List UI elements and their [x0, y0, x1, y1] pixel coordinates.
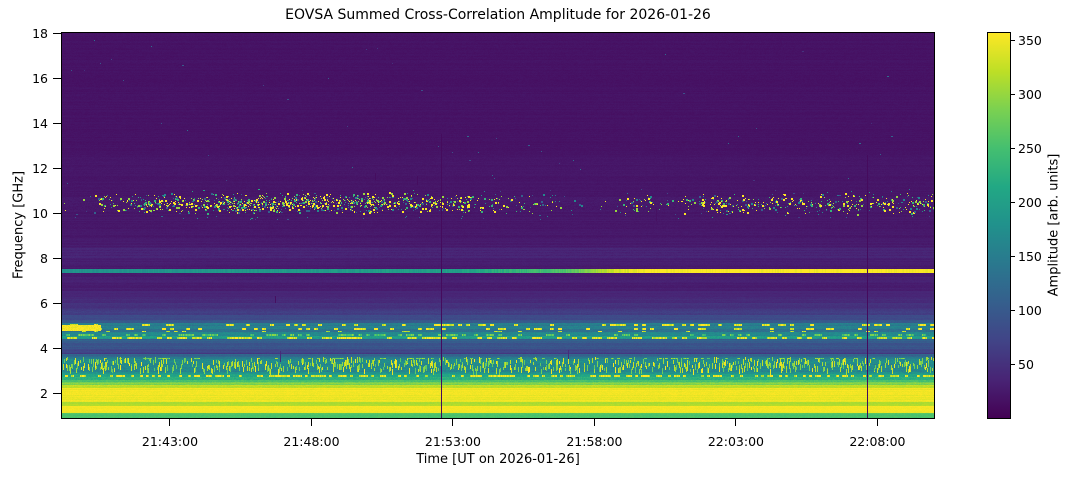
y-tick-mark	[53, 77, 62, 79]
spectrogram-canvas	[62, 33, 934, 418]
colorbar-gradient	[988, 33, 1010, 418]
y-tick-mark	[53, 392, 62, 394]
colorbar-tick-mark	[1010, 201, 1015, 203]
y-tick-mark	[53, 347, 62, 349]
colorbar-tick-mark	[1010, 309, 1015, 311]
y-tick-label: 8	[40, 250, 48, 266]
colorbar-tick-label: 100	[1018, 302, 1042, 318]
x-tick-label: 21:48:00	[283, 434, 340, 449]
colorbar-tick-label: 250	[1018, 140, 1042, 156]
y-tick-label: 14	[32, 115, 48, 131]
colorbar	[987, 32, 1011, 419]
y-tick-label: 12	[32, 160, 48, 176]
x-tick-mark	[169, 418, 171, 426]
y-tick-mark	[53, 167, 62, 169]
x-tick-label: 22:03:00	[707, 434, 764, 449]
colorbar-tick-mark	[1010, 147, 1015, 149]
y-tick-label: 6	[40, 295, 48, 311]
plot-frame	[61, 32, 935, 419]
y-tick-mark	[53, 302, 62, 304]
y-tick-mark	[53, 122, 62, 124]
colorbar-tick-label: 300	[1018, 86, 1042, 102]
y-tick-mark	[53, 212, 62, 214]
y-tick-mark	[53, 32, 62, 34]
y-tick-label: 2	[40, 385, 48, 401]
colorbar-label: Amplitude [arb. units]	[1046, 153, 1062, 297]
colorbar-tick-mark	[1010, 363, 1015, 365]
x-tick-label: 22:08:00	[849, 434, 906, 449]
x-tick-mark	[593, 418, 595, 426]
y-tick-label: 10	[32, 205, 48, 221]
x-tick-mark	[876, 418, 878, 426]
colorbar-tick-mark	[1010, 255, 1015, 257]
x-tick-label: 21:43:00	[141, 434, 199, 449]
colorbar-tick-mark	[1010, 93, 1015, 95]
y-tick-label: 16	[32, 70, 48, 86]
colorbar-tick-label: 50	[1018, 356, 1034, 372]
colorbar-tick-mark	[1010, 40, 1015, 42]
colorbar-tick-label: 200	[1018, 194, 1042, 210]
x-axis-label: Time [UT on 2026-01-26]	[416, 452, 580, 467]
y-tick-label: 4	[40, 340, 48, 356]
y-tick-mark	[53, 257, 62, 259]
x-tick-label: 21:58:00	[566, 434, 623, 449]
y-tick-label: 18	[32, 25, 48, 41]
colorbar-tick-label: 350	[1018, 33, 1042, 49]
plot-title: EOVSA Summed Cross-Correlation Amplitude…	[285, 7, 711, 23]
x-tick-mark	[310, 418, 312, 426]
x-tick-mark	[735, 418, 737, 426]
x-tick-mark	[452, 418, 454, 426]
colorbar-tick-label: 150	[1018, 248, 1042, 264]
x-tick-label: 21:53:00	[424, 434, 482, 449]
